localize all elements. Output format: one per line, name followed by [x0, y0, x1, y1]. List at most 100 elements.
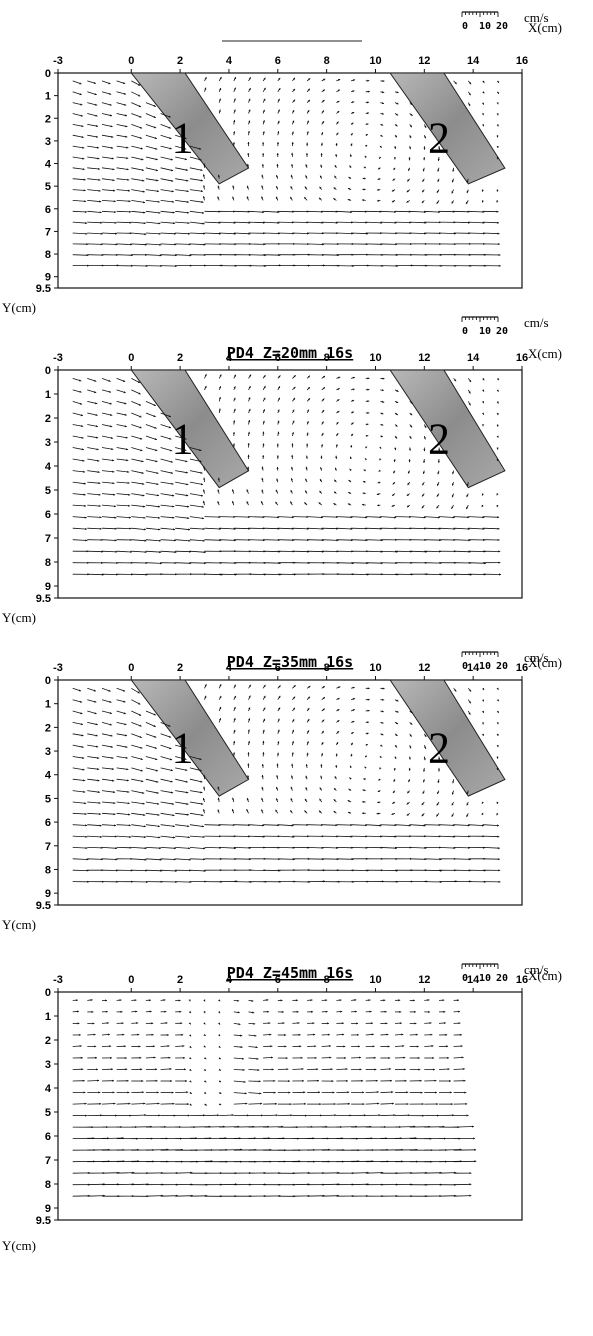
- velocity-vector: [131, 189, 145, 193]
- velocity-arrowhead: [286, 1068, 289, 1071]
- velocity-vector: [131, 458, 144, 463]
- velocity-arrowhead: [261, 174, 264, 177]
- velocity-arrowhead: [382, 91, 385, 94]
- velocity-arrowhead: [408, 158, 411, 161]
- velocity-vector: [453, 847, 471, 849]
- velocity-vector: [101, 801, 116, 804]
- velocity-arrowhead: [247, 763, 250, 766]
- velocity-arrowhead: [237, 999, 240, 1002]
- velocity-arrowhead: [219, 88, 222, 91]
- velocity-arrowhead: [157, 1102, 160, 1105]
- velocity-arrowhead: [333, 799, 336, 802]
- velocity-vector: [131, 156, 144, 161]
- velocity-arrowhead: [187, 1114, 190, 1117]
- velocity-vector: [160, 869, 177, 872]
- velocity-arrowhead: [233, 374, 236, 377]
- velocity-arrowhead: [156, 179, 159, 182]
- velocity-vector: [87, 801, 101, 804]
- velocity-vector: [189, 200, 204, 203]
- velocity-vector: [189, 847, 206, 849]
- velocity-vector: [365, 550, 383, 553]
- velocity-arrowhead: [410, 102, 413, 105]
- velocity-arrowhead: [115, 232, 117, 235]
- velocity-vector: [145, 801, 160, 805]
- velocity-arrowhead: [408, 460, 411, 463]
- velocity-arrowhead: [395, 424, 398, 427]
- velocity-arrowhead: [97, 167, 100, 170]
- velocity-arrowhead: [403, 1056, 406, 1059]
- velocity-arrowhead: [246, 489, 249, 492]
- velocity-arrowhead: [377, 177, 380, 180]
- x-tick-label: 4: [226, 352, 233, 364]
- velocity-arrowhead: [392, 482, 395, 485]
- velocity-vector: [277, 516, 294, 518]
- velocity-arrowhead: [156, 791, 159, 794]
- velocity-arrowhead: [481, 824, 484, 827]
- y-tick-label: 9.5: [36, 1215, 51, 1227]
- velocity-arrowhead: [188, 1010, 191, 1014]
- velocity-arrowhead: [424, 734, 427, 737]
- velocity-vector: [189, 232, 206, 235]
- velocity-arrowhead: [406, 190, 409, 193]
- velocity-arrowhead: [422, 494, 424, 497]
- velocity-vector: [380, 210, 396, 213]
- velocity-arrowhead: [365, 744, 368, 746]
- velocity-arrowhead: [496, 756, 499, 759]
- velocity-arrowhead: [123, 391, 126, 394]
- velocity-arrowhead: [498, 264, 501, 267]
- velocity-arrowhead: [320, 764, 323, 767]
- velocity-arrowhead: [416, 1045, 419, 1048]
- velocity-arrowhead: [203, 858, 206, 861]
- velocity-arrowhead: [474, 1160, 477, 1163]
- velocity-arrowhead: [184, 137, 187, 140]
- velocity-arrowhead: [127, 1091, 130, 1094]
- velocity-arrowhead: [200, 179, 203, 182]
- velocity-arrowhead: [95, 103, 98, 106]
- velocity-arrowhead: [141, 158, 144, 161]
- velocity-arrowhead: [395, 734, 398, 736]
- velocity-arrowhead: [144, 551, 147, 554]
- velocity-arrowhead: [242, 1068, 245, 1071]
- velocity-arrowhead: [84, 504, 86, 507]
- y-tick-label: 2: [45, 722, 51, 734]
- velocity-arrowhead: [111, 448, 114, 451]
- velocity-arrowhead: [94, 379, 97, 382]
- velocity-arrowhead: [98, 493, 101, 496]
- velocity-arrowhead: [218, 1011, 220, 1014]
- velocity-vector: [175, 167, 188, 171]
- velocity-vector: [72, 221, 88, 224]
- velocity-arrowhead: [97, 768, 100, 771]
- velocity-arrowhead: [168, 1056, 171, 1059]
- velocity-arrowhead: [187, 825, 190, 828]
- velocity-arrowhead: [379, 516, 382, 519]
- velocity-arrowhead: [334, 479, 337, 482]
- velocity-vector: [145, 550, 162, 553]
- velocity-vector: [72, 527, 87, 530]
- y-tick-label: 2: [45, 1035, 51, 1047]
- velocity-arrowhead: [262, 153, 265, 156]
- velocity-vector: [189, 178, 203, 182]
- velocity-vector: [263, 1126, 284, 1128]
- y-tick-label: 9: [45, 581, 51, 593]
- velocity-arrowhead: [428, 1010, 430, 1013]
- velocity-arrowhead: [372, 1045, 375, 1048]
- velocity-vector: [233, 232, 251, 235]
- velocity-vector: [321, 539, 339, 541]
- velocity-arrowhead: [138, 105, 141, 108]
- velocity-arrowhead: [320, 467, 323, 470]
- velocity-vector: [189, 493, 204, 497]
- velocity-arrowhead: [469, 1172, 472, 1175]
- velocity-vector: [189, 504, 204, 508]
- velocity-arrowhead: [83, 1091, 86, 1094]
- velocity-arrowhead: [217, 185, 220, 188]
- velocity-arrowhead: [377, 801, 380, 804]
- velocity-vector: [365, 835, 383, 837]
- velocity-vector: [160, 1149, 184, 1151]
- velocity-arrowhead: [248, 88, 251, 91]
- y-tick-label: 5: [45, 1107, 51, 1119]
- velocity-arrowhead: [246, 809, 249, 812]
- velocity-arrowhead: [482, 412, 484, 415]
- velocity-arrowhead: [349, 765, 352, 768]
- velocity-vector: [204, 847, 222, 849]
- velocity-arrowhead: [466, 506, 469, 510]
